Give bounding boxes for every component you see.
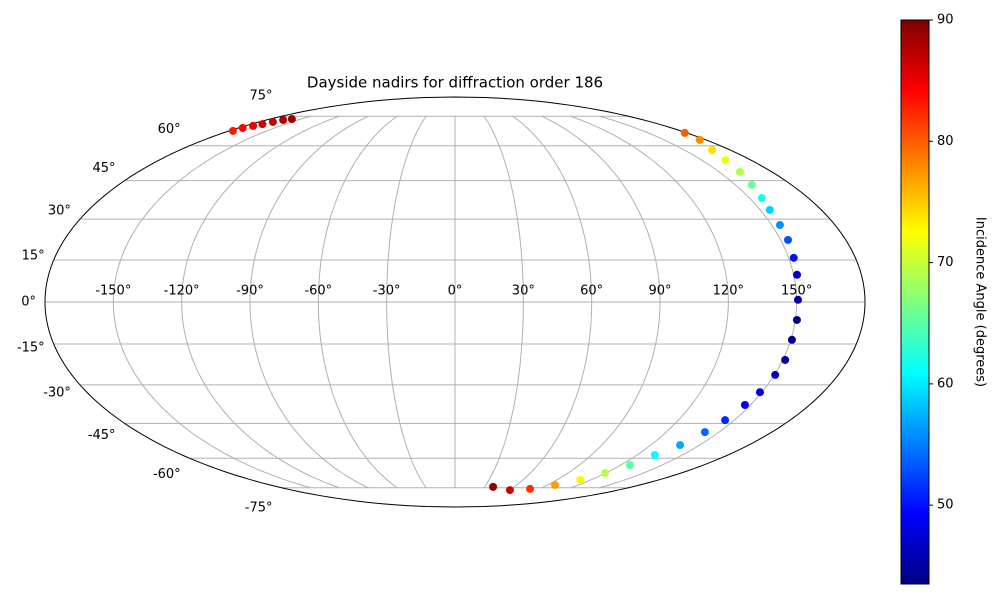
- x-tick-label: 0°: [448, 284, 463, 299]
- chart-title: Dayside nadirs for diffraction order 186: [307, 74, 603, 92]
- data-point: [775, 221, 784, 230]
- x-tick-label: -150°: [95, 284, 131, 299]
- data-point: [249, 121, 258, 130]
- data-point: [489, 482, 498, 491]
- data-point: [757, 194, 766, 203]
- y-tick-label: 15°: [22, 248, 45, 263]
- data-point: [708, 146, 717, 155]
- map-boundary: [44, 96, 866, 508]
- y-tick-label: 60°: [158, 122, 181, 137]
- colorbar-tick-label: 80: [937, 134, 954, 149]
- y-tick-label: 45°: [93, 161, 116, 176]
- data-point: [747, 180, 756, 189]
- data-point: [792, 315, 801, 324]
- data-point: [700, 428, 709, 437]
- data-point: [794, 295, 803, 304]
- tick-labels: -150° -120° -90° -60° -30° 0° 30° 60° 90° 120° 150…: [17, 89, 812, 516]
- data-point: [680, 128, 689, 137]
- data-point: [526, 484, 535, 493]
- y-tick-label: -45°: [88, 428, 116, 443]
- data-point: [551, 480, 560, 489]
- data-point: [793, 270, 802, 279]
- data-point: [784, 235, 793, 244]
- y-tick-label: -15°: [17, 341, 45, 356]
- data-point: [268, 117, 277, 126]
- data-point: [287, 115, 296, 124]
- grid: [44, 96, 866, 508]
- x-tick-label: -60°: [304, 284, 332, 299]
- data-point: [787, 335, 796, 344]
- data-point: [735, 167, 744, 176]
- x-tick-label: -90°: [236, 284, 264, 299]
- data-point: [279, 115, 288, 124]
- colorbar-tick-label: 70: [937, 255, 954, 270]
- data-point: [755, 388, 764, 397]
- x-tick-label: 30°: [512, 284, 535, 299]
- colorbar-scale: [900, 19, 930, 585]
- data-point: [650, 451, 659, 460]
- y-tick-label: -30°: [43, 385, 71, 400]
- data-point: [721, 156, 730, 165]
- data-point: [258, 120, 267, 129]
- data-point: [771, 370, 780, 379]
- data-point: [765, 205, 774, 214]
- data-point: [600, 469, 609, 478]
- x-tick-label: 60°: [580, 284, 603, 299]
- colorbar-tick-label: 50: [937, 498, 954, 513]
- data-point: [625, 461, 634, 470]
- data-point: [789, 253, 798, 262]
- x-tick-label: -120°: [164, 284, 200, 299]
- x-tick-label: 90°: [648, 284, 671, 299]
- data-point: [721, 416, 730, 425]
- data-point: [695, 135, 704, 144]
- data-point: [740, 400, 749, 409]
- data-point: [228, 126, 237, 135]
- data-point: [505, 486, 514, 495]
- x-tick-label: 150°: [781, 284, 812, 299]
- y-tick-label: 0°: [21, 295, 36, 310]
- y-tick-label: -60°: [153, 467, 181, 482]
- colorbar-tick-label: 60: [937, 376, 954, 391]
- points: [228, 115, 803, 495]
- colorbar: 50 60 70 80 90: [900, 13, 954, 585]
- data-point: [676, 441, 685, 450]
- y-tick-label: 75°: [249, 89, 272, 104]
- y-tick-label: -75°: [245, 500, 273, 515]
- x-tick-label: -30°: [373, 284, 401, 299]
- data-point: [781, 355, 790, 364]
- x-tick-label: 120°: [713, 284, 744, 299]
- data-point: [576, 475, 585, 484]
- colorbar-label: Incidence Angle (degrees): [973, 217, 988, 387]
- colorbar-tick-label: 90: [937, 13, 954, 28]
- data-point: [238, 123, 247, 132]
- y-tick-label: 30°: [48, 204, 71, 219]
